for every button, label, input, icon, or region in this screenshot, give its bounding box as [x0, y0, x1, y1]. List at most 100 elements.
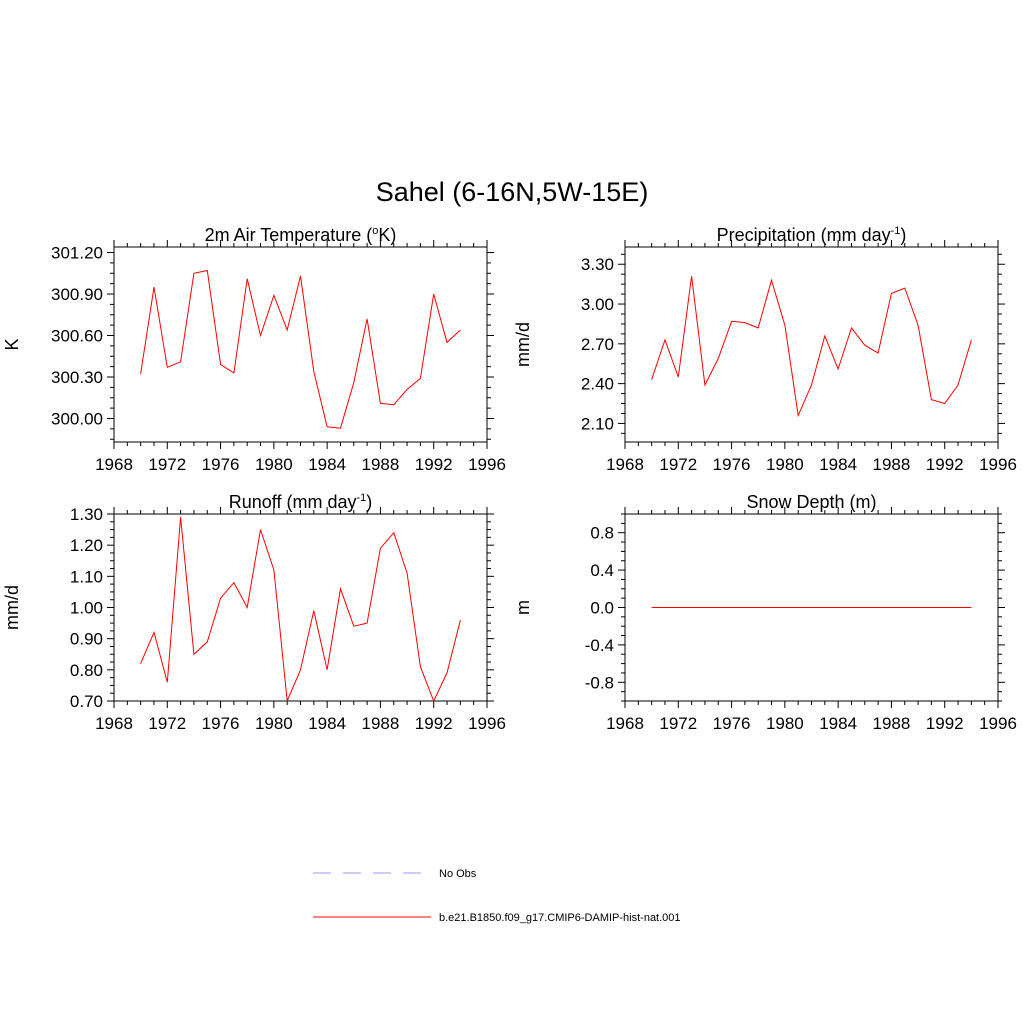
data-point [917, 324, 920, 327]
data-point [837, 606, 840, 609]
legend: No Obs b.e21.B1850.f09_g17.CMIP6-DAMIP-hi… [313, 868, 681, 924]
x-tick-label: 1980 [766, 714, 804, 733]
x-tick-label: 1988 [362, 714, 400, 733]
data-point [730, 320, 733, 323]
x-tick-label: 1968 [95, 455, 133, 474]
data-point [299, 275, 302, 278]
x-tick-label: 1980 [766, 455, 804, 474]
y-axis-label: K [2, 338, 22, 350]
data-point [877, 352, 880, 355]
data-point [810, 606, 813, 609]
data-point [259, 528, 262, 531]
y-tick-label: 0.4 [590, 561, 614, 580]
y-tick-label: 1.20 [70, 536, 103, 555]
data-point [703, 606, 706, 609]
data-point [850, 606, 853, 609]
y-axis-label: mm/d [2, 585, 22, 630]
data-point [837, 368, 840, 371]
data-point [352, 381, 355, 384]
data-point [152, 286, 155, 289]
data-point [446, 341, 449, 344]
data-point [419, 377, 422, 380]
data-point [823, 334, 826, 337]
data-point [366, 622, 369, 625]
data-point [757, 606, 760, 609]
data-point [312, 370, 315, 373]
data-point [970, 606, 973, 609]
data-point [970, 338, 973, 341]
data-point [877, 606, 880, 609]
data-point [890, 292, 893, 295]
x-tick-label: 1976 [202, 455, 240, 474]
y-tick-label: 0.80 [70, 661, 103, 680]
data-point [690, 275, 693, 278]
y-axis-label: mm/d [513, 322, 533, 367]
data-point [957, 383, 960, 386]
series-line-1 [651, 276, 972, 418]
data-point [863, 606, 866, 609]
data-point [326, 668, 329, 671]
data-point [446, 671, 449, 674]
x-tick-label: 1968 [606, 714, 644, 733]
data-point [339, 427, 342, 430]
data-point [943, 606, 946, 609]
y-tick-label: 300.30 [51, 368, 103, 387]
figure-title: Sahel (6-16N,5W-15E) [376, 177, 649, 207]
data-point [943, 402, 946, 405]
x-tick-label: 1988 [362, 455, 400, 474]
x-tick-label: 1972 [659, 455, 697, 474]
y-tick-label: 0.90 [70, 630, 103, 649]
y-tick-label: 1.10 [70, 567, 103, 586]
y-tick-label: 300.60 [51, 327, 103, 346]
data-point [339, 587, 342, 590]
data-point [352, 625, 355, 628]
x-tick-label: 1984 [308, 455, 346, 474]
data-point [166, 366, 169, 369]
x-tick-label: 1996 [979, 714, 1017, 733]
data-point [286, 700, 289, 703]
x-tick-label: 1984 [819, 455, 857, 474]
data-point [232, 581, 235, 584]
data-point [797, 414, 800, 417]
x-tick-label: 1980 [255, 714, 293, 733]
y-tick-label: 300.00 [51, 409, 103, 428]
data-point [432, 293, 435, 296]
data-point [717, 606, 720, 609]
x-tick-label: 1996 [979, 455, 1017, 474]
data-point [392, 531, 395, 534]
x-tick-label: 1992 [415, 455, 453, 474]
data-point [917, 606, 920, 609]
data-point [206, 640, 209, 643]
y-tick-label: 3.00 [581, 295, 614, 314]
data-point [419, 665, 422, 668]
data-point [406, 572, 409, 575]
data-point [192, 272, 195, 275]
data-point [850, 326, 853, 329]
data-point [206, 269, 209, 272]
y-tick-label: -0.4 [585, 636, 614, 655]
data-point [432, 700, 435, 703]
data-point [903, 606, 906, 609]
x-tick-label: 1972 [659, 714, 697, 733]
data-point [783, 606, 786, 609]
data-point [379, 547, 382, 550]
x-tick-label: 1992 [415, 714, 453, 733]
data-point [863, 344, 866, 347]
x-tick-label: 1976 [713, 455, 751, 474]
x-tick-label: 1980 [255, 455, 293, 474]
data-point [930, 606, 933, 609]
data-point [259, 334, 262, 337]
data-point [757, 326, 760, 329]
data-point [379, 402, 382, 405]
x-tick-label: 1972 [148, 455, 186, 474]
series-line-1 [140, 269, 461, 429]
data-point [312, 609, 315, 612]
data-point [286, 328, 289, 331]
y-axis-label: m [513, 600, 533, 615]
y-tick-label: 0.8 [590, 524, 614, 543]
panel-title: 2m Air Temperature (oK) [205, 225, 397, 245]
data-point [192, 653, 195, 656]
plot-frame [624, 246, 999, 443]
data-point [823, 606, 826, 609]
data-point [326, 425, 329, 428]
